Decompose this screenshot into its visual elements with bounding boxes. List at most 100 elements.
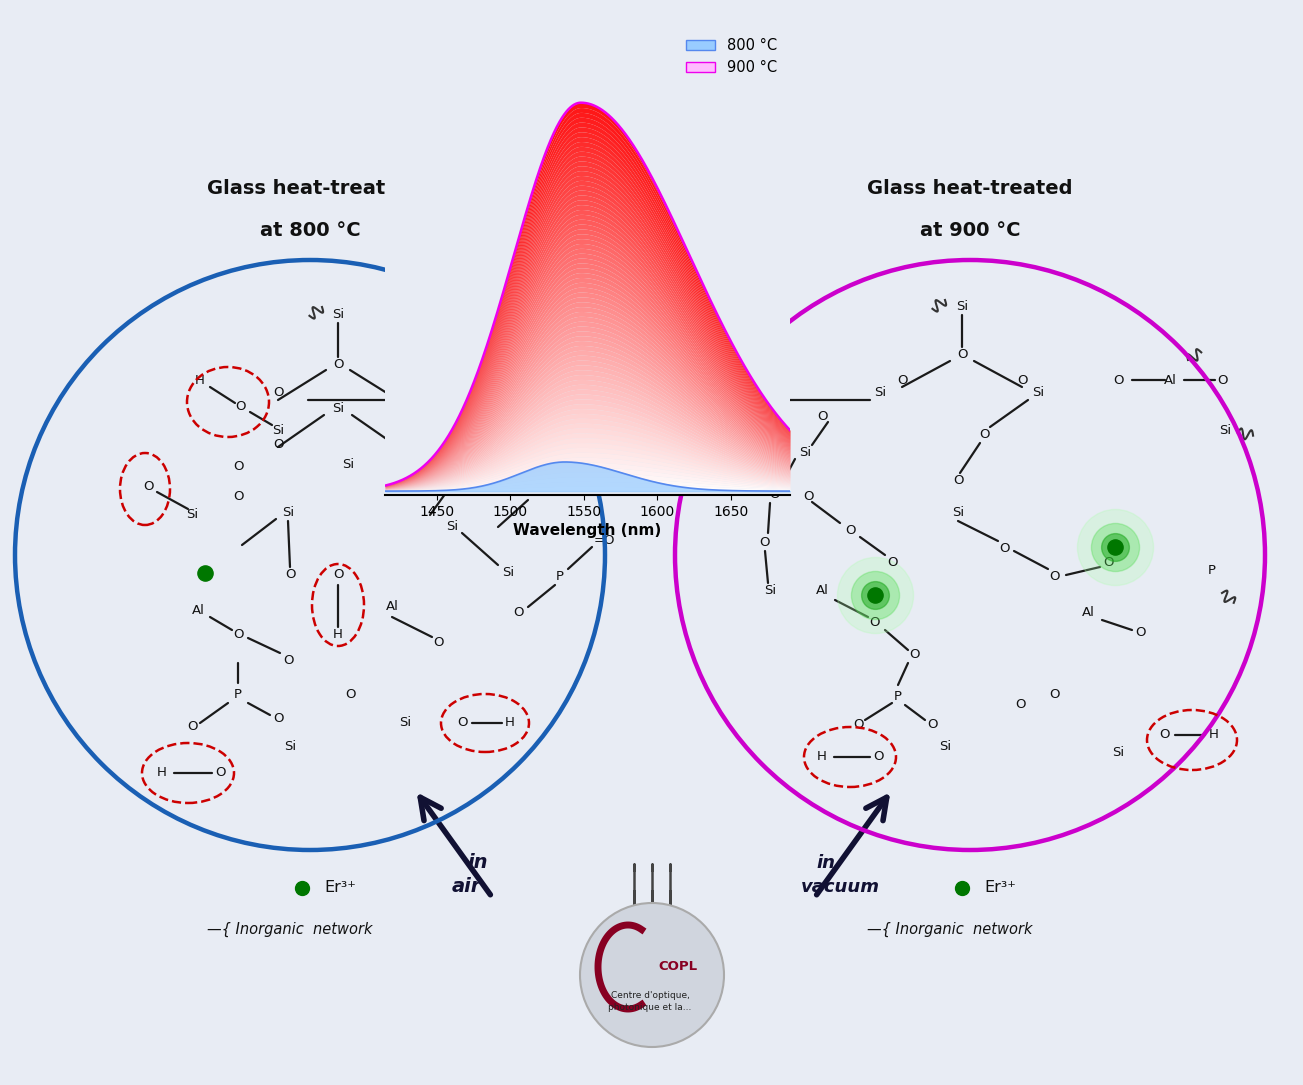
Text: O: O	[1049, 571, 1059, 584]
Text: Si: Si	[1111, 746, 1124, 759]
Text: O: O	[1015, 699, 1025, 712]
Text: —{ Inorganic  network: —{ Inorganic network	[868, 922, 1033, 937]
Text: Si: Si	[281, 507, 294, 520]
Text: O: O	[1016, 373, 1027, 386]
Text: in: in	[468, 854, 489, 872]
Text: Si: Si	[529, 484, 541, 497]
Text: O: O	[272, 713, 283, 726]
Text: P: P	[894, 690, 902, 703]
Text: O: O	[272, 385, 283, 398]
Text: O: O	[1102, 557, 1113, 570]
Circle shape	[580, 903, 724, 1047]
Text: photonique et la...: photonique et la...	[609, 1003, 692, 1011]
Text: O: O	[332, 358, 343, 371]
Text: O: O	[433, 636, 443, 649]
Text: O: O	[817, 410, 827, 423]
Text: Glass heat-treated: Glass heat-treated	[868, 179, 1072, 197]
Text: in: in	[817, 854, 835, 872]
Text: Si: Si	[399, 716, 410, 729]
Text: air: air	[451, 878, 481, 896]
Point	[865, 586, 886, 603]
Text: O: O	[233, 628, 244, 641]
Text: Si: Si	[186, 509, 198, 522]
Text: Si: Si	[956, 301, 968, 314]
Text: O: O	[470, 363, 481, 376]
Point	[1105, 538, 1126, 556]
Point	[865, 586, 886, 603]
Point	[1105, 538, 1126, 556]
Text: Si: Si	[799, 447, 810, 460]
Text: O: O	[952, 474, 963, 487]
Text: at 900 °C: at 900 °C	[920, 221, 1020, 240]
Text: O: O	[285, 569, 296, 582]
Point	[194, 564, 215, 582]
Text: Al: Al	[434, 391, 447, 404]
Text: Er³⁺: Er³⁺	[984, 881, 1016, 895]
Text: O: O	[186, 720, 197, 733]
Text: O: O	[909, 649, 920, 662]
Text: O: O	[844, 523, 855, 536]
Text: O: O	[1160, 728, 1170, 741]
Text: P: P	[235, 689, 242, 702]
Text: P: P	[556, 571, 564, 584]
Point	[1105, 538, 1126, 556]
Point	[1105, 538, 1126, 556]
Text: O: O	[447, 476, 457, 489]
Text: Glass heat-treated: Glass heat-treated	[207, 179, 413, 197]
Text: O: O	[760, 536, 770, 549]
Text: O: O	[392, 385, 403, 398]
Text: O: O	[405, 448, 416, 461]
Text: O: O	[887, 557, 898, 570]
Text: H: H	[334, 628, 343, 641]
Text: Centre d'optique,: Centre d'optique,	[611, 991, 689, 999]
Text: Al: Al	[1081, 607, 1095, 620]
Text: O: O	[215, 766, 225, 779]
Text: Si: Si	[446, 521, 459, 534]
Text: Si: Si	[952, 507, 964, 520]
Point	[292, 879, 313, 896]
Text: —{ Inorganic  network: —{ Inorganic network	[207, 922, 373, 937]
Text: Si: Si	[1218, 423, 1231, 436]
Text: Si: Si	[1032, 386, 1044, 399]
Text: H: H	[1209, 728, 1218, 741]
Text: O: O	[979, 429, 989, 442]
Text: Si: Si	[332, 308, 344, 321]
Text: O: O	[770, 488, 780, 501]
Text: O: O	[283, 653, 293, 666]
Text: H: H	[158, 766, 167, 779]
Text: O: O	[233, 460, 244, 473]
Text: Al: Al	[386, 600, 399, 613]
Text: O: O	[233, 490, 244, 503]
Text: H: H	[817, 751, 827, 764]
X-axis label: Wavelength (nm): Wavelength (nm)	[513, 523, 662, 538]
Text: P: P	[1208, 563, 1216, 576]
Text: O: O	[956, 348, 967, 361]
Text: O: O	[803, 490, 813, 503]
Text: O: O	[869, 616, 881, 629]
Text: O: O	[345, 689, 356, 702]
Text: O: O	[457, 716, 468, 729]
Text: COPL: COPL	[658, 960, 697, 973]
Text: O: O	[480, 417, 490, 430]
Text: Al: Al	[192, 603, 205, 616]
Text: O: O	[235, 400, 245, 413]
Text: Si: Si	[502, 566, 515, 579]
Text: O: O	[852, 718, 864, 731]
Text: Al: Al	[1164, 373, 1177, 386]
Text: O: O	[272, 438, 283, 451]
Text: H: H	[195, 373, 205, 386]
Text: O: O	[143, 481, 154, 494]
Text: O: O	[1217, 373, 1227, 386]
Legend: 800 °C, 900 °C: 800 °C, 900 °C	[680, 33, 783, 81]
Text: at 800 °C: at 800 °C	[259, 221, 361, 240]
Text: Si: Si	[939, 740, 951, 753]
Text: H: H	[521, 363, 530, 376]
Text: O: O	[896, 373, 907, 386]
Text: Al: Al	[816, 584, 829, 597]
Text: Si: Si	[874, 386, 886, 399]
Text: O: O	[926, 718, 937, 731]
Text: Si: Si	[341, 459, 354, 472]
Text: O: O	[1135, 626, 1145, 639]
Text: Er³⁺: Er³⁺	[324, 881, 356, 895]
Point	[951, 879, 972, 896]
